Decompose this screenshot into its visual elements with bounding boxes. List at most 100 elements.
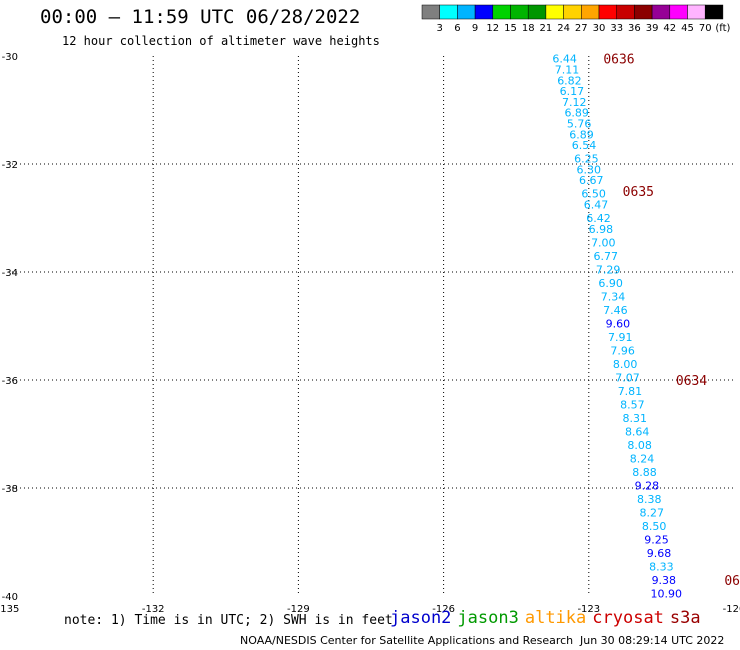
scale-label: 33	[610, 23, 623, 34]
scale-label: 30	[593, 23, 606, 34]
wave-height-value: 6.47	[584, 199, 609, 212]
satellite-cryosat: cryosat	[592, 608, 664, 628]
scale-swatch	[563, 4, 582, 20]
wave-height-value: 6.25	[574, 153, 599, 166]
lon-tick-label: -123	[577, 604, 600, 615]
time-label: 0633	[724, 574, 740, 589]
wave-height-value: 6.98	[589, 223, 614, 236]
wave-height-value: 6.54	[572, 139, 597, 152]
scale-swatch	[421, 4, 440, 20]
wave-height-value: 8.50	[642, 520, 667, 533]
lon-tick-label: -126	[432, 604, 455, 615]
wave-height-value: 6.44	[552, 53, 577, 66]
scale-swatch	[634, 4, 653, 20]
wave-height-value: 7.96	[610, 344, 635, 357]
lat-tick-label: -38	[2, 484, 18, 495]
wave-height-value: 8.31	[623, 412, 648, 425]
wave-height-value: 8.00	[613, 358, 638, 371]
wave-height-value: 7.00	[591, 236, 616, 249]
wave-height-value: 7.91	[608, 331, 633, 344]
lat-tick-label: -34	[2, 268, 18, 279]
satellite-jason3: jason3	[457, 608, 519, 628]
lat-tick-label: -32	[2, 160, 18, 171]
scale-swatch	[669, 4, 688, 20]
wave-height-value: 6.77	[593, 250, 618, 263]
wave-height-value: 6.90	[598, 277, 623, 290]
scale-swatch	[439, 4, 458, 20]
lon-tick-label: -120	[723, 604, 740, 615]
wave-height-value: 9.28	[635, 479, 660, 492]
satellite-altika: altika	[524, 608, 587, 628]
wave-height-value: 8.64	[625, 425, 650, 438]
wave-height-value: 7.11	[555, 64, 580, 77]
lon-tick-label: -132	[142, 604, 165, 615]
wave-height-value: 9.60	[606, 317, 631, 330]
scale-swatch	[510, 4, 529, 20]
wave-height-value: 8.57	[620, 398, 645, 411]
scale-swatch	[474, 4, 494, 20]
scale-swatch	[527, 4, 547, 20]
scale-label: 21	[540, 23, 553, 34]
wave-height-value: 6.82	[557, 74, 582, 87]
scale-swatch	[616, 4, 635, 20]
time-label: 0636	[603, 53, 634, 68]
scale-label: 70	[699, 23, 712, 34]
wave-height-value: 10.90	[650, 587, 682, 600]
credit-text: NOAA/NESDIS Center for Satellite Applica…	[240, 634, 574, 647]
satellite-legend: jason2 jason3 altika cryosat s3a	[390, 608, 707, 628]
scale-label: 42	[663, 23, 676, 34]
wave-height-value: 7.46	[603, 304, 628, 317]
wave-height-value: 7.34	[601, 290, 626, 303]
satellite-s3a: s3a	[669, 608, 701, 628]
wave-height-value: 8.38	[637, 493, 662, 506]
scale-swatch	[581, 4, 600, 20]
page-subtitle: 12 hour collection of altimeter wave hei…	[62, 34, 380, 48]
wave-height-value: 6.89	[569, 128, 594, 141]
wave-height-value: 9.25	[644, 533, 669, 546]
scale-label: 45	[681, 23, 694, 34]
scale-swatch	[457, 4, 476, 20]
wave-height-value: 6.67	[579, 174, 604, 187]
wave-height-value: 9.38	[652, 574, 677, 587]
wave-height-value: 5.76	[567, 118, 592, 131]
scale-label: 36	[628, 23, 641, 34]
scale-label: 9	[472, 23, 478, 34]
wave-height-value: 9.68	[647, 547, 672, 560]
page-title: 00:00 – 11:59 UTC 06/28/2022	[40, 6, 361, 28]
wave-height-value: 7.29	[596, 263, 621, 276]
scale-swatch	[545, 4, 564, 20]
time-label: 0635	[623, 185, 654, 200]
scale-swatch	[598, 4, 617, 20]
color-scale-legend: 3 6 9 12 15 18 21 24 27 30 33 36 39 42 45 70 (ft)	[421, 4, 731, 34]
lat-tick-label: -36	[2, 376, 18, 387]
scale-label: 39	[646, 23, 659, 34]
scale-label: 27	[575, 23, 588, 34]
scale-label: 3	[437, 23, 443, 34]
lon-tick-label: -129	[287, 604, 310, 615]
lon-tick-label: -135	[0, 604, 19, 615]
wave-height-value: 7.12	[562, 96, 587, 109]
lat-tick-label: -40	[2, 592, 18, 603]
wave-height-value: 6.42	[586, 212, 611, 225]
wave-height-value: 6.89	[564, 107, 589, 120]
wave-height-value: 8.27	[639, 506, 664, 519]
wave-height-value: 6.30	[577, 163, 602, 176]
scale-swatch	[687, 4, 706, 20]
wave-height-value: 7.07	[615, 371, 640, 384]
wave-height-value: 8.33	[649, 560, 674, 573]
wave-height-value: 7.81	[618, 385, 643, 398]
footer-note: note: 1) Time is in UTC; 2) SWH is in fe…	[64, 613, 393, 628]
scale-label: 6	[454, 23, 460, 34]
wave-height-points: 6.447.116.826.177.126.895.766.896.546.25…	[552, 53, 682, 601]
scale-label: (ft)	[715, 23, 730, 34]
lat-tick-label: -30	[2, 52, 18, 63]
wave-height-value: 6.17	[560, 85, 585, 98]
time-label: 0634	[676, 374, 707, 389]
map-grid	[8, 56, 734, 596]
wave-height-value: 8.24	[630, 452, 655, 465]
scale-swatch	[704, 4, 724, 20]
scale-label: 18	[522, 23, 535, 34]
axis-tick-labels: -135 -132 -129 -126 -123 -120 -30 -32 -34 -36 -38 -…	[0, 52, 740, 615]
scale-swatch	[651, 4, 671, 20]
